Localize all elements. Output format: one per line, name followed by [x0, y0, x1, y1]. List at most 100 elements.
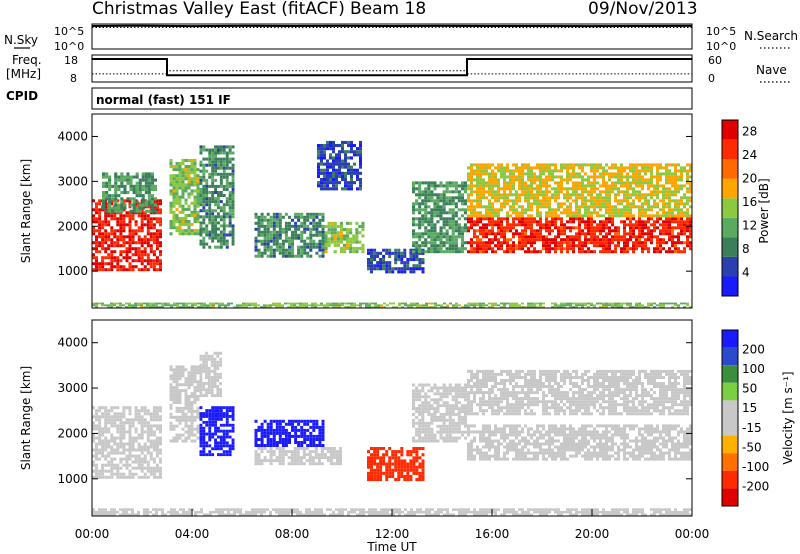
power-cell [587, 193, 590, 197]
power-cell [611, 208, 614, 212]
power-cell [178, 180, 182, 184]
power-cell [257, 215, 261, 219]
power-cell [539, 199, 542, 203]
power-cell [656, 163, 659, 167]
power-cell [596, 214, 599, 218]
power-cell [140, 250, 144, 254]
power-cell [111, 197, 115, 201]
power-cell [335, 306, 338, 308]
power-cell [217, 221, 220, 225]
power-cell [590, 241, 593, 245]
velocity-cell [196, 395, 200, 398]
power-cell [291, 242, 294, 246]
velocity-cell [159, 409, 162, 413]
power-cell [153, 197, 157, 201]
velocity-cell [110, 475, 114, 479]
power-cell [454, 190, 458, 194]
power-cell [110, 199, 114, 203]
power-region-3 [199, 145, 235, 249]
power-cell [108, 203, 112, 207]
power-cell [596, 238, 599, 242]
power-cell [650, 169, 653, 173]
velocity-cell [140, 469, 144, 473]
velocity-cell [95, 427, 98, 431]
power-cell [385, 264, 389, 268]
power-cell [401, 302, 404, 305]
power-cell [515, 190, 518, 194]
power-cell [114, 181, 118, 185]
power-cell [202, 166, 206, 170]
power-cell [629, 187, 632, 191]
power-cell [503, 184, 506, 188]
power-cell [202, 194, 206, 197]
power-cell [620, 214, 623, 218]
power-cell [297, 245, 301, 249]
power-cell [650, 163, 653, 167]
power-cell [593, 172, 596, 176]
power-cell [659, 250, 662, 254]
velocity-cell [125, 454, 129, 458]
power-cell [608, 208, 611, 212]
power-cell [572, 181, 575, 185]
power-cell [599, 175, 602, 179]
power-cell [217, 206, 220, 210]
velocity-cell [146, 475, 150, 479]
power-cell [193, 183, 197, 187]
power-cell [254, 306, 257, 308]
power-cell [494, 193, 497, 197]
power-cell [335, 184, 338, 188]
power-cell [349, 237, 353, 241]
power-cell [278, 245, 282, 249]
power-cell [129, 178, 133, 182]
power-cell [445, 247, 449, 251]
power-cell [659, 184, 662, 188]
power-cell [593, 208, 596, 212]
velocity-cell [184, 389, 188, 393]
power-cell [536, 223, 539, 227]
power-cell [392, 306, 395, 308]
velocity-cell [128, 427, 132, 431]
velocity-cell [225, 417, 229, 421]
power-cell [123, 191, 127, 195]
power-cell [260, 224, 264, 228]
power-cell [116, 244, 120, 248]
power-cell [146, 259, 150, 263]
power-cell [338, 144, 341, 148]
power-cell [131, 268, 135, 272]
velocity-cell [190, 418, 194, 422]
power-cell [355, 237, 359, 241]
power-cell [272, 215, 276, 219]
power-cell [563, 163, 566, 167]
power-cell [686, 244, 689, 248]
power-cell [653, 250, 656, 254]
power-cell [632, 226, 635, 230]
power-cell [557, 235, 560, 239]
power-cell [530, 190, 533, 194]
power-cell [257, 221, 261, 225]
power-cell [467, 199, 470, 203]
power-cell [333, 237, 337, 241]
power-cell [668, 187, 671, 191]
velocity-cell [152, 415, 156, 419]
velocity-cell [113, 421, 117, 425]
velocity-cell [196, 409, 200, 413]
power-cell [668, 178, 671, 182]
power-cell [242, 306, 245, 308]
power-cell [644, 172, 647, 176]
power-cell [196, 201, 200, 205]
power-cell [263, 306, 266, 308]
power-cell [650, 184, 653, 188]
power-cell [608, 214, 611, 218]
power-cell [557, 217, 560, 221]
power-cell [488, 190, 491, 194]
power-cell [563, 238, 566, 242]
power-cell [509, 302, 512, 305]
power-cell [608, 238, 611, 242]
power-cell [427, 247, 431, 251]
power-cell [427, 211, 431, 215]
power-cell [317, 165, 320, 169]
power-cell [545, 181, 548, 185]
power-cell [671, 232, 674, 236]
power-cell [275, 230, 279, 234]
power-cell [143, 253, 147, 257]
